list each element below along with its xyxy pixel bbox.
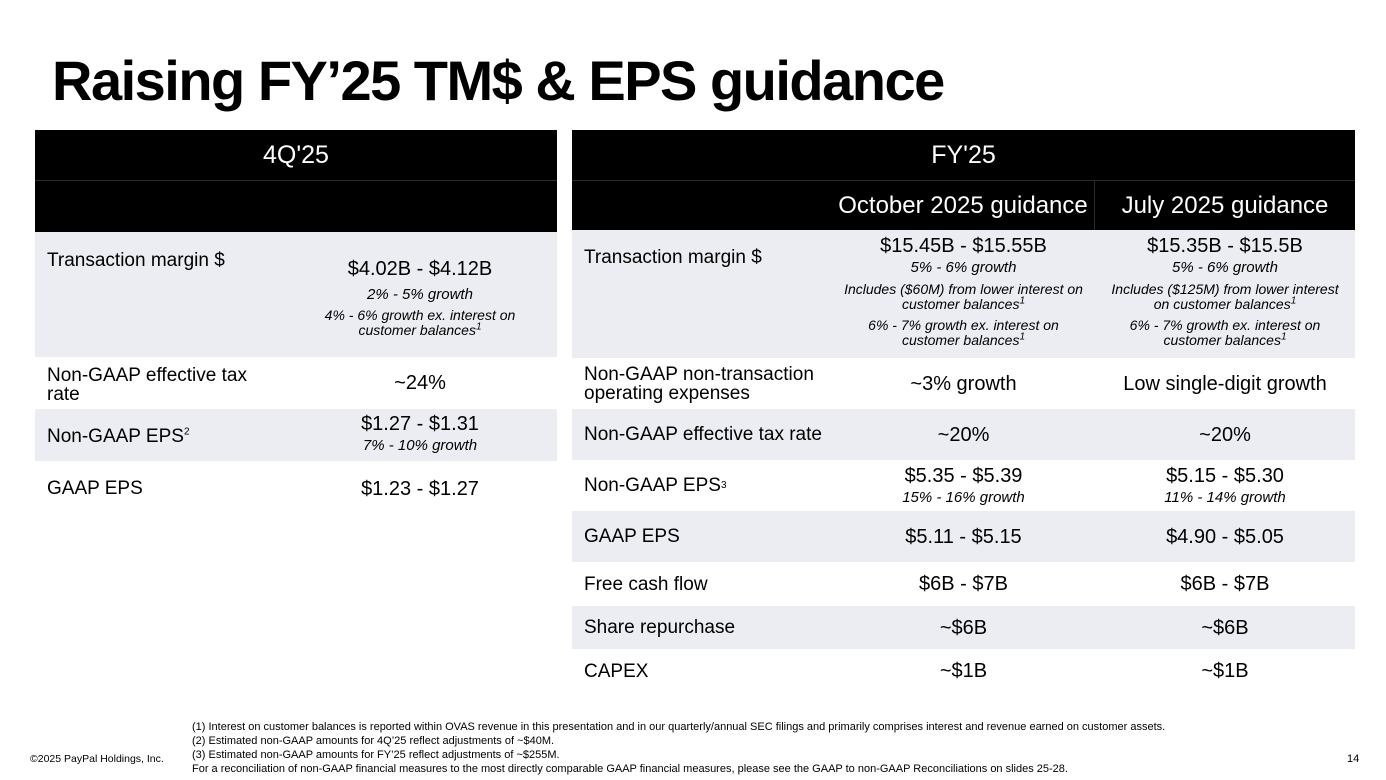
footnote: (2) Estimated non-GAAP amounts for 4Q’25… <box>192 735 555 747</box>
october-value: ~$1B <box>939 660 988 682</box>
page-title: Raising FY’25 TM$ & EPS guidance <box>52 49 945 112</box>
footnotes: (1) Interest on customer balances is rep… <box>192 720 1165 776</box>
table-row: GAAP EPS $1.23 - $1.27 <box>35 461 557 513</box>
table-row: CAPEX ~$1B ~$1B <box>572 649 1355 693</box>
quarter-guidance-table: 4Q'25 Transaction margin $ $4.02B - $4.1… <box>35 130 557 513</box>
page-number: 14 <box>1347 753 1360 765</box>
july-value: $15.35B - $15.5B 5% - 6% growth Includes… <box>1111 235 1339 348</box>
row-value: ~24% <box>394 372 446 394</box>
july-value: $4.90 - $5.05 <box>1166 525 1284 548</box>
table-row: Non-GAAP EPS 3 $5.35 - $5.39 15% - 16% gr… <box>572 460 1355 511</box>
row-label: GAAP EPS <box>584 526 680 547</box>
october-value: $5.11 - $5.15 <box>905 525 1022 548</box>
july-guidance-header: July 2025 guidance <box>1121 191 1329 219</box>
july-value: ~20% <box>1199 423 1251 446</box>
footnote: (1) Interest on customer balances is rep… <box>192 721 1166 733</box>
row-value: $1.23 - $1.27 <box>361 478 479 500</box>
copyright: ©2025 PayPal Holdings, Inc. <box>30 753 164 765</box>
row-label: Non-GAAP effective tax rate <box>47 365 247 405</box>
quarter-subheader <box>35 180 557 232</box>
july-value: $5.15 - $5.30 11% - 14% growth <box>1164 465 1286 506</box>
table-row: Transaction margin $ $4.02B - $4.12B 2% … <box>35 232 557 357</box>
fiscal-year-guidance-table: FY'25 October 2025 guidance July 2025 gu… <box>572 130 1355 693</box>
october-value: ~20% <box>937 423 990 446</box>
table-row: Share repurchase ~$6B ~$6B <box>572 606 1355 649</box>
footnote: (3) Estimated non-GAAP amounts for FY’25… <box>192 749 560 761</box>
table-row: Non-GAAP EPS2 $1.27 - $1.31 7% - 10% gro… <box>35 409 557 461</box>
row-label: Transaction margin $ <box>584 247 762 268</box>
table-row: Transaction margin $ $15.45B - $15.55B 5… <box>572 230 1355 358</box>
october-value: ~3% growth <box>910 372 1017 395</box>
table-row: Non-GAAP non-transaction operating expen… <box>572 358 1355 409</box>
fy-subheader: October 2025 guidance July 2025 guidance <box>572 180 1355 230</box>
table-row: Free cash flow $6B - $7B $6B - $7B <box>572 562 1355 606</box>
row-label: CAPEX <box>584 660 649 682</box>
table-row: Non-GAAP effective tax rate ~20% ~20% <box>572 409 1355 460</box>
row-value: $4.02B - $4.12B 2% - 5% growth 4% - 6% g… <box>324 258 516 338</box>
october-guidance-header: October 2025 guidance <box>832 181 1095 230</box>
july-value: $6B - $7B <box>1180 573 1270 595</box>
row-label: Non-GAAP non-transaction operating expen… <box>584 363 814 404</box>
table-row: Non-GAAP effective tax rate ~24% <box>35 357 557 409</box>
table-row: GAAP EPS $5.11 - $5.15 $4.90 - $5.05 <box>572 511 1355 562</box>
october-value: $15.45B - $15.55B 5% - 6% growth Include… <box>844 235 1083 348</box>
row-label: Transaction margin $ <box>47 250 225 271</box>
october-value: ~$6B <box>939 616 988 639</box>
row-label: Non-GAAP EPS2 <box>47 426 190 447</box>
july-value: Low single-digit growth <box>1123 372 1327 395</box>
footnote: For a reconciliation of non-GAAP financi… <box>192 763 1068 775</box>
row-label: Non-GAAP EPS 3 <box>584 475 727 496</box>
july-value: ~$6B <box>1201 616 1249 639</box>
october-value: $6B - $7B <box>919 573 1008 595</box>
october-value: $5.35 - $5.39 15% - 16% growth <box>902 465 1025 506</box>
row-label: Free cash flow <box>584 573 708 595</box>
quarter-header: 4Q'25 <box>35 130 557 180</box>
row-label: GAAP EPS <box>47 478 143 499</box>
july-value: ~$1B <box>1201 660 1249 682</box>
row-label: Share repurchase <box>584 617 736 638</box>
row-label: Non-GAAP effective tax rate <box>584 424 822 445</box>
fy-header: FY'25 <box>572 130 1355 180</box>
row-value: $1.27 - $1.31 7% - 10% growth <box>361 413 479 454</box>
